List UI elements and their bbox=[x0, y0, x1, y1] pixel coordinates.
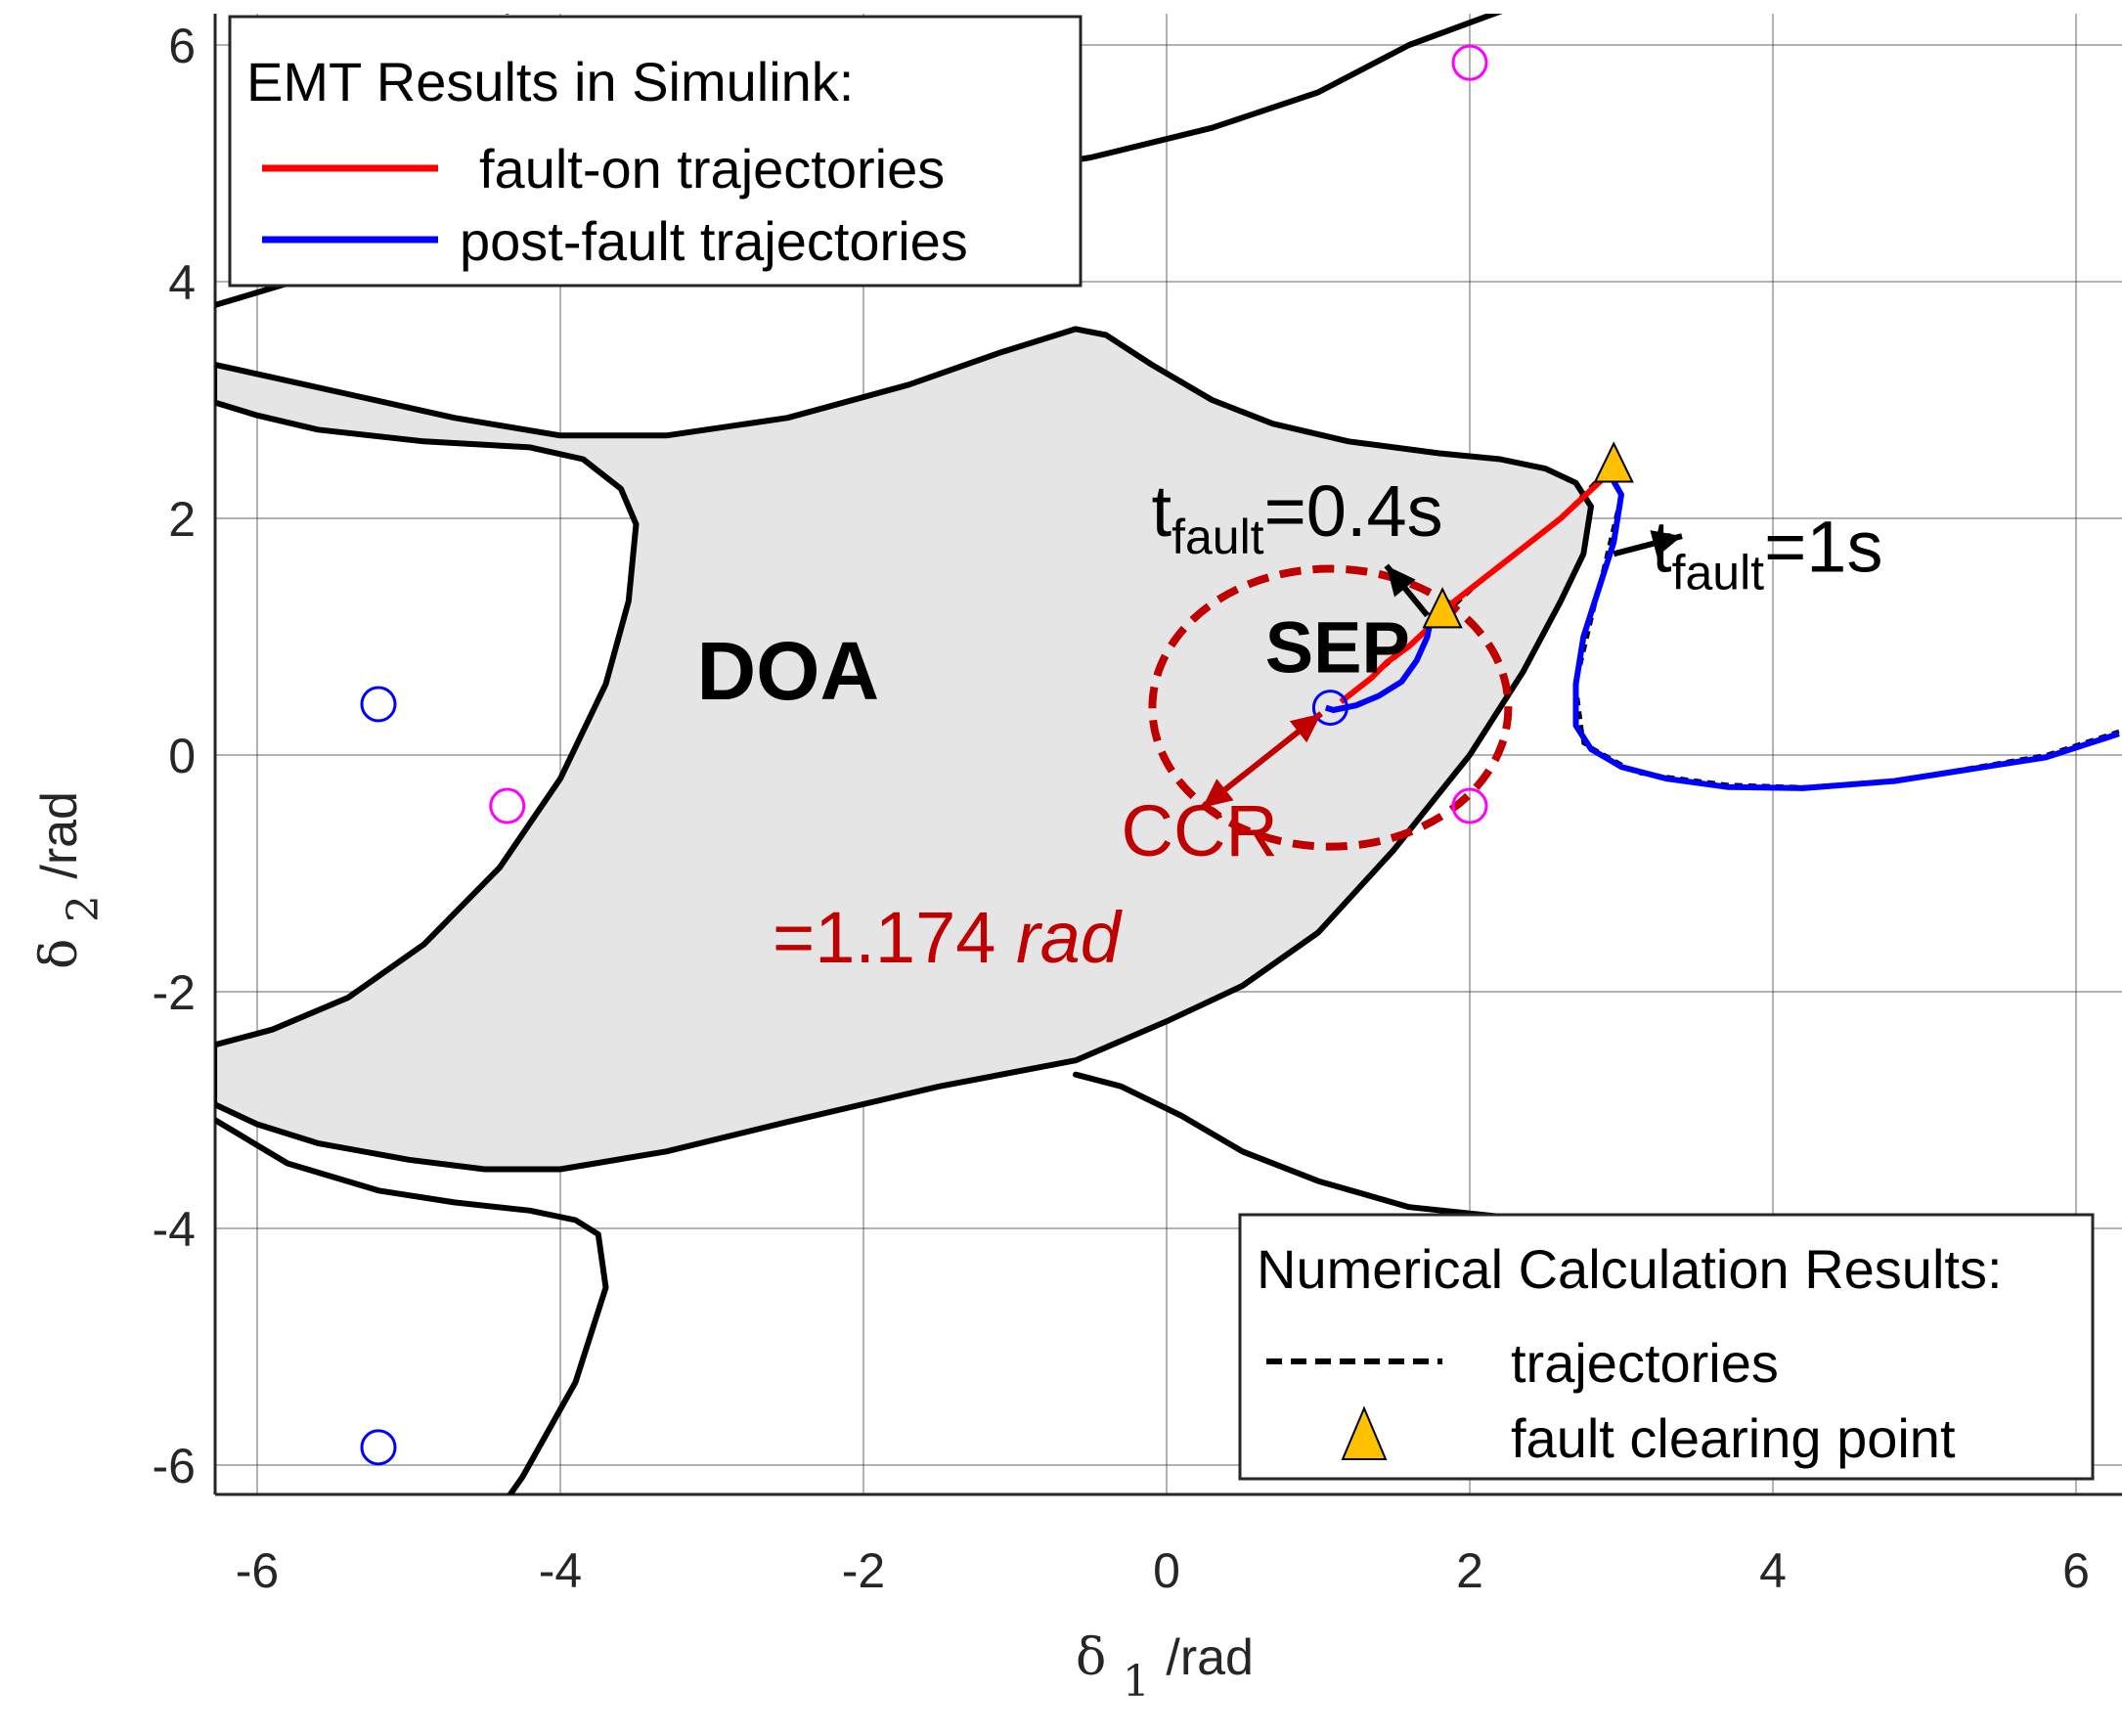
x-tick-label-3: 0 bbox=[1153, 1543, 1180, 1598]
markers-layer bbox=[360, 44, 1634, 1466]
tfault-04-arrow-head-end bbox=[1386, 565, 1416, 598]
y-tick-label-0: -6 bbox=[153, 1439, 196, 1493]
fault-clearing-marker-0 bbox=[1422, 587, 1463, 629]
tick-labels: -6 -4 -2 0 2 4 6 -6 -4 -2 0 2 4 6 bbox=[153, 19, 2090, 1598]
y-axis-symbol: δ bbox=[30, 939, 89, 969]
x-tick-label-1: -4 bbox=[539, 1543, 582, 1598]
x-axis-label: δ 1 /rad bbox=[1076, 1628, 1254, 1709]
tfault-04-label: tfault=0.4s bbox=[1152, 470, 1443, 564]
series-doa-region bbox=[215, 326, 1594, 1173]
legend-top-label-fault-on: fault-on trajectories bbox=[479, 138, 945, 200]
legend-bottom-title: Numerical Calculation Results: bbox=[1257, 1238, 2003, 1300]
tfault-1-arrow-head-end bbox=[1650, 530, 1682, 557]
tfault-1-value: =1s bbox=[1764, 506, 1882, 587]
ccr-value-label: =1.174 rad bbox=[773, 897, 1124, 978]
legend-bottom-swatch-fault-clearing bbox=[1341, 1405, 1388, 1460]
saddle-marker-2 bbox=[1451, 787, 1488, 824]
y-tick-label-6: 6 bbox=[168, 19, 196, 73]
legend-bottom-label-trajectories: trajectories bbox=[1511, 1332, 1779, 1394]
x-tick-label-4: 2 bbox=[1456, 1543, 1483, 1598]
y-axis-unit: /rad bbox=[31, 791, 88, 879]
doa-label: DOA bbox=[697, 625, 880, 717]
legend-top-label-post-fault: post-fault trajectories bbox=[460, 210, 968, 272]
x-axis-subscript: 1 bbox=[1123, 1657, 1150, 1707]
ccr-radius-arrow-head-start bbox=[1289, 713, 1322, 743]
y-tick-label-5: 4 bbox=[168, 255, 196, 310]
ccr-unit: rad bbox=[995, 897, 1123, 978]
tfault-04-value: =0.4s bbox=[1264, 470, 1443, 552]
saddle-marker-0 bbox=[1451, 44, 1488, 81]
series-post-fault-trajectory-clearing-at-1s- bbox=[1572, 471, 2120, 791]
ccr-circle bbox=[1148, 564, 1513, 851]
x-tick-label-2: -2 bbox=[842, 1543, 885, 1598]
x-tick-label-5: 4 bbox=[1759, 1543, 1787, 1598]
ccr-value: =1.174 bbox=[773, 897, 995, 978]
tfault-1-label: tfault=1s bbox=[1652, 506, 1882, 600]
y-tick-label-2: -2 bbox=[153, 965, 196, 1020]
x-axis-unit: /rad bbox=[1166, 1629, 1254, 1686]
legend-top: EMT Results in Simulink: fault-on trajec… bbox=[228, 15, 1083, 288]
y-axis-subscript: 2 bbox=[59, 895, 109, 922]
series-boundary-lower-left bbox=[215, 1116, 609, 1494]
y-tick-label-1: -4 bbox=[153, 1202, 196, 1257]
tfault-04-sub: fault bbox=[1172, 510, 1264, 564]
annotation-arrows bbox=[1200, 530, 1683, 811]
y-tick-label-4: 2 bbox=[168, 492, 196, 547]
y-tick-label-3: 0 bbox=[168, 729, 196, 783]
sep-marker-1 bbox=[360, 686, 397, 723]
series-post-fault-trajectory-clearing-at-0-4s- bbox=[1324, 612, 1436, 713]
legend-bottom-box bbox=[1238, 1213, 2095, 1481]
tfault-1-sub: fault bbox=[1672, 545, 1765, 600]
legend-bottom: Numerical Calculation Results: trajector… bbox=[1238, 1213, 2095, 1481]
saddle-marker-1 bbox=[489, 787, 526, 824]
tfault-04-base: t bbox=[1152, 470, 1172, 552]
x-tick-label-6: 6 bbox=[2062, 1543, 2090, 1598]
sep-marker-2 bbox=[360, 1429, 397, 1466]
x-tick-label-0: -6 bbox=[236, 1543, 279, 1598]
y-axis-label: δ 2 /rad bbox=[30, 791, 111, 969]
sep-marker-0 bbox=[1311, 690, 1348, 727]
fault-clearing-marker-1 bbox=[1593, 441, 1634, 483]
x-axis-symbol: δ bbox=[1076, 1628, 1106, 1687]
legend-top-title: EMT Results in Simulink: bbox=[246, 51, 854, 112]
ccr-label: CCR bbox=[1122, 790, 1278, 871]
sep-label: SEP bbox=[1265, 606, 1410, 688]
ccr-radius-arrow-head-end bbox=[1202, 779, 1234, 808]
legend-bottom-label-fault-clearing: fault clearing point bbox=[1511, 1407, 1956, 1469]
axes-frame bbox=[213, 14, 2122, 1496]
